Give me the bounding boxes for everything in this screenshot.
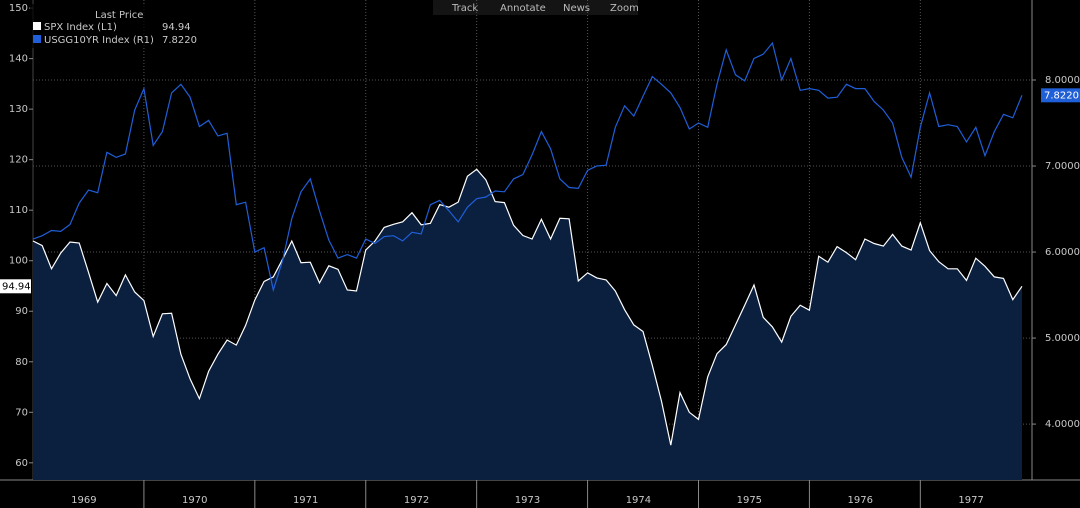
y2-tick-label: 5.0000 [1045, 333, 1080, 344]
legend-label: SPX Index (L1) [44, 22, 117, 33]
y-tick-label: 140 [9, 54, 28, 65]
last-value-label: 7.8220 [1044, 90, 1079, 101]
x-tick-label: 1975 [737, 495, 762, 506]
x-tick-label: 1969 [71, 495, 96, 506]
line [32, 168, 1023, 446]
legend-label: USGG10YR Index (R1) [44, 35, 154, 46]
legend-swatch [33, 35, 41, 43]
x-tick-label: 1972 [404, 495, 429, 506]
x-tick-label: 1973 [515, 495, 540, 506]
y-tick-label: 120 [9, 155, 28, 166]
y-tick-label: 110 [9, 205, 28, 216]
y2-tick-label: 4.0000 [1045, 419, 1080, 430]
legend: Last Price SPX Index (L1) 94.94 USGG10YR… [30, 4, 200, 48]
y2-tick-label: 7.0000 [1045, 161, 1080, 172]
y-tick-label: 150 [9, 3, 28, 14]
legend-value: 7.8220 [162, 35, 197, 46]
x-tick-label: 1971 [293, 495, 318, 506]
y-tick-label: 80 [15, 357, 28, 368]
toolbar-news[interactable]: News [563, 3, 590, 14]
x-tick-label: 1976 [848, 495, 873, 506]
last-value-label: 94.94 [2, 281, 31, 292]
x-tick-label: 1970 [182, 495, 207, 506]
y2-tick-label: 6.0000 [1045, 247, 1080, 258]
legend-value: 94.94 [162, 22, 191, 33]
y-tick-label: 70 [15, 407, 28, 418]
toolbar-track[interactable]: Track [451, 3, 478, 14]
last-value-tag [0, 279, 31, 294]
y-tick-label: 100 [9, 256, 28, 267]
line [32, 41, 1023, 293]
y-tick-label: 130 [9, 104, 28, 115]
y-tick-label: 60 [15, 458, 28, 469]
legend-title: Last Price [95, 10, 143, 21]
toolbar: Track Annotate News Zoom [433, 0, 639, 15]
toolbar-zoom[interactable]: Zoom [610, 3, 639, 14]
y-tick-label: 90 [15, 306, 28, 317]
x-tick-label: 1977 [958, 495, 983, 506]
toolbar-annotate[interactable]: Annotate [500, 3, 546, 14]
toolbar-bg [433, 0, 638, 15]
y2-tick-label: 8.0000 [1045, 75, 1080, 86]
area [33, 169, 1022, 481]
x-tick-label: 1974 [626, 495, 651, 506]
legend-swatch [33, 22, 41, 30]
last-value-tag [1041, 88, 1080, 103]
legend-bg [30, 4, 200, 48]
